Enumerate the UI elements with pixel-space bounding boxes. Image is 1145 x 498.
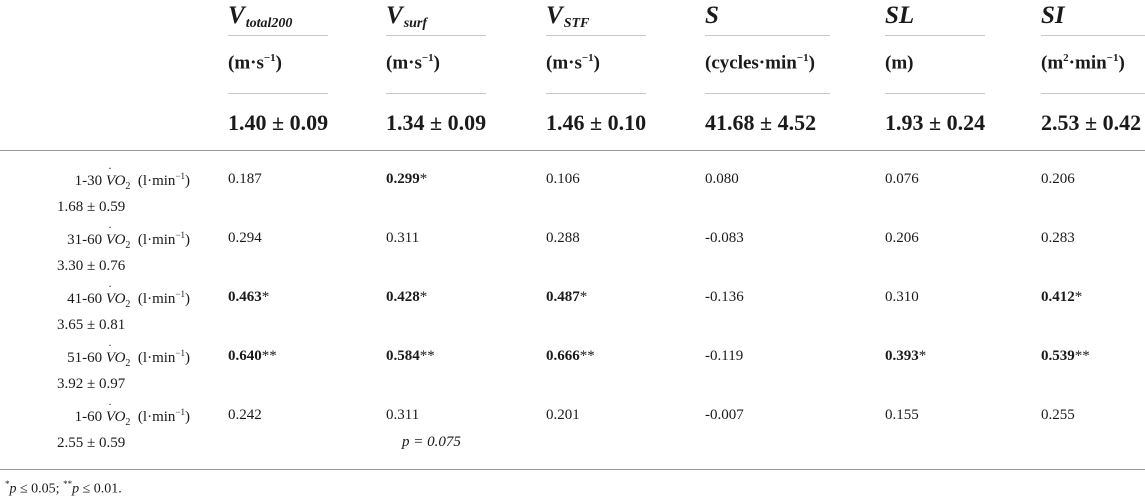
- column-mean-sd: 41.68 ± 4.52: [705, 110, 817, 135]
- row-label: 51-60 ˙ VO2 (l·min−1): [67, 341, 190, 369]
- correlation-cell: 0.584**: [386, 348, 435, 364]
- column-variable: Vsurf: [386, 2, 428, 31]
- correlation-cell: 0.080: [705, 171, 739, 187]
- correlation-cell: 0.310: [885, 289, 919, 305]
- header-rule: [228, 35, 328, 36]
- column-mean-sd: 1.93 ± 0.24: [885, 110, 986, 135]
- p-value-note: p = 0.075: [402, 434, 461, 450]
- column-variable: Vtotal200: [228, 2, 293, 31]
- row-label: 1-30 ˙ VO2 (l·min−1): [74, 164, 190, 192]
- correlation-cell: 0.206: [885, 230, 919, 246]
- correlation-cell: -0.119: [705, 348, 744, 364]
- correlation-cell: 0.311: [386, 230, 420, 246]
- row-label: 31-60 ˙ VO2 (l·min−1): [67, 223, 190, 251]
- row-mean-sd: 3.92 ± 0.97: [57, 376, 126, 392]
- correlation-cell: 0.539**: [1041, 348, 1090, 364]
- header-bottom-rule: [0, 150, 1145, 151]
- column-variable: SI: [1041, 2, 1065, 29]
- correlation-cell: -0.083: [705, 230, 744, 246]
- correlation-cell: 0.393*: [885, 348, 927, 364]
- column-variable: VSTF: [546, 2, 590, 31]
- table-bottom-rule: [0, 469, 1145, 470]
- column-unit: (m): [885, 52, 914, 74]
- correlation-cell: 0.288: [546, 230, 580, 246]
- correlation-cell: 0.283: [1041, 230, 1075, 246]
- footnote: *p ≤ 0.05; **p ≤ 0.01.: [5, 479, 122, 497]
- correlation-cell: 0.206: [1041, 171, 1075, 187]
- row-mean-sd: 3.65 ± 0.81: [57, 317, 126, 333]
- column-unit: (m·s−1): [386, 52, 440, 74]
- correlation-cell: 0.242: [228, 407, 262, 423]
- column-unit: (m·s−1): [546, 52, 600, 74]
- header-rule: [705, 93, 830, 94]
- header-rule: [386, 35, 486, 36]
- column-mean-sd: 1.40 ± 0.09: [228, 110, 329, 135]
- column-unit: (m·s−1): [228, 52, 282, 74]
- header-rule: [885, 35, 985, 36]
- column-unit: (m2·min−1): [1041, 52, 1125, 74]
- header-rule: [1041, 35, 1145, 36]
- correlation-cell: 0.666**: [546, 348, 595, 364]
- column-mean-sd: 1.46 ± 0.10: [546, 110, 647, 135]
- row-mean-sd: 1.68 ± 0.59: [57, 199, 126, 215]
- correlation-cell: 0.106: [546, 171, 580, 187]
- column-mean-sd: 1.34 ± 0.09: [386, 110, 487, 135]
- header-rule: [546, 93, 646, 94]
- row-label: 41-60 ˙ VO2 (l·min−1): [67, 282, 190, 310]
- header-rule: [228, 93, 328, 94]
- header-rule: [1041, 93, 1145, 94]
- correlation-cell: 0.155: [885, 407, 919, 423]
- correlation-cell: 0.487*: [546, 289, 588, 305]
- column-variable: S: [705, 2, 719, 29]
- correlation-cell: 0.255: [1041, 407, 1075, 423]
- correlation-cell: 0.187: [228, 171, 262, 187]
- correlation-cell: 0.294: [228, 230, 262, 246]
- header-rule: [705, 35, 830, 36]
- correlation-cell: 0.076: [885, 171, 919, 187]
- row-mean-sd: 3.30 ± 0.76: [57, 258, 126, 274]
- correlation-cell: 0.463*: [228, 289, 270, 305]
- column-mean-sd: 2.53 ± 0.42: [1041, 110, 1142, 135]
- row-mean-sd: 2.55 ± 0.59: [57, 435, 126, 451]
- column-unit: (cycles·min−1): [705, 52, 815, 74]
- correlation-cell: 0.201: [546, 407, 580, 423]
- header-rule: [386, 93, 486, 94]
- correlation-cell: 0.311: [386, 407, 420, 423]
- column-variable: SL: [885, 2, 915, 29]
- correlation-cell: 0.412*: [1041, 289, 1083, 305]
- header-rule: [546, 35, 646, 36]
- correlation-cell: -0.136: [705, 289, 744, 305]
- correlation-cell: 0.299*: [386, 171, 428, 187]
- correlation-cell: 0.640**: [228, 348, 277, 364]
- correlation-cell: 0.428*: [386, 289, 428, 305]
- correlation-cell: -0.007: [705, 407, 744, 423]
- row-label: 1-60 ˙ VO2 (l·min−1): [74, 400, 190, 428]
- header-rule: [885, 93, 985, 94]
